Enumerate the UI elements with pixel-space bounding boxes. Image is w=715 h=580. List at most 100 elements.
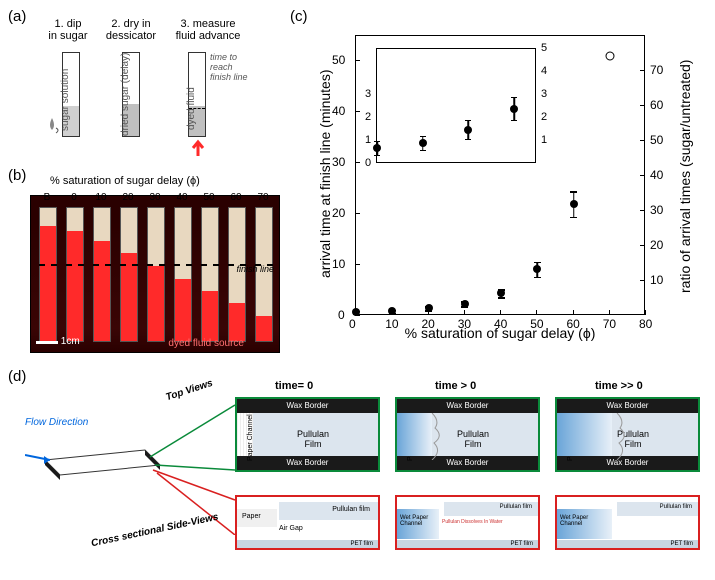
panel-a: 1. dip in sugar 2. dry in dessicator 3. … [20, 18, 255, 158]
finish-line-label: finish line [236, 264, 274, 274]
finish-dash [93, 264, 111, 266]
photo-col-label: 0 [65, 192, 83, 203]
source-label: dyed fluid source [168, 338, 244, 349]
error-cap [498, 297, 505, 299]
finish-dash [66, 264, 84, 266]
dissolves-label: Pullulan Dissolves In Water [442, 519, 503, 525]
y-tick-right: 50 [650, 133, 663, 147]
step1-label: 1. dip in sugar [38, 18, 98, 42]
photo-fill [229, 303, 245, 341]
x-tick: 80 [639, 317, 652, 331]
data-point [570, 200, 578, 208]
wax-top: Wax Border [397, 399, 538, 413]
photo-col-label: 40 [173, 192, 191, 203]
data-point [461, 300, 469, 308]
inset-point [419, 139, 427, 147]
airgap-label: Air Gap [279, 525, 329, 532]
pet-label: PET film [350, 541, 373, 547]
panel-c: arrival time at finish line (minutes) ra… [300, 15, 700, 360]
top-view: Wax BorderWax BorderPaper ChannelPullula… [235, 397, 380, 472]
y-axis-left-label: arrival time at finish line (minutes) [317, 78, 333, 278]
wax-top: Wax Border [237, 399, 378, 413]
inset-point [464, 126, 472, 134]
error-cap [534, 262, 541, 264]
photo-col-label: 70 [254, 192, 272, 203]
y-tick-left: 0 [338, 308, 352, 322]
error-cap [570, 217, 577, 219]
time-label: time >> 0 [595, 380, 643, 392]
finish-dash [39, 264, 57, 266]
dissolve-front [397, 413, 542, 460]
pullulan-side-label: Pullulan film [500, 504, 532, 510]
photo-strip [255, 207, 273, 342]
top-view: Wax BorderWax BorderPaper ChannelPullula… [395, 397, 540, 472]
inset-point [373, 144, 381, 152]
red-arrow-icon [190, 136, 206, 158]
flow-label: Flow Direction [25, 417, 88, 428]
photo-strip [174, 207, 192, 342]
y-tick-left: 40 [332, 104, 352, 118]
y-tick-right: 40 [650, 168, 663, 182]
wax-top: Wax Border [557, 399, 698, 413]
top-view: Wax BorderWax BorderPaper ChannelPullula… [555, 397, 700, 472]
x-tick: 30 [458, 317, 471, 331]
x-tick: 10 [385, 317, 398, 331]
paper-label: Paper [242, 513, 261, 520]
data-point [388, 307, 396, 315]
y-tick-left: 10 [332, 257, 352, 271]
y-tick-right: 60 [650, 98, 663, 112]
pet-label: PET film [510, 541, 533, 547]
y-tick-right: 30 [650, 203, 663, 217]
data-point [425, 304, 433, 312]
scale-bar: 1cm [36, 336, 80, 347]
error-cap [570, 191, 577, 193]
pet-label: PET film [670, 541, 693, 547]
pullulan-side-label: Pullulan film [660, 504, 692, 510]
panel-b-title: % saturation of sugar delay (ϕ) [50, 175, 200, 187]
photo-fill [175, 279, 191, 341]
data-point [605, 52, 614, 61]
photo-strip [39, 207, 57, 342]
finish-dash [201, 264, 219, 266]
finish-dash [120, 264, 138, 266]
y-tick-left: 30 [332, 155, 352, 169]
photo-col-label: 10 [92, 192, 110, 203]
time-label: time= 0 [275, 380, 313, 392]
dissolve-front [557, 413, 702, 460]
y-axis-right-label: ratio of arrival times (sugar/untreated) [677, 63, 693, 293]
x-tick: 40 [494, 317, 507, 331]
side-view: PET film Paper Pullulan film Air Gap [235, 495, 380, 550]
side-view: PET film Wet Paper Channel Pullulan film [555, 495, 700, 550]
wet-paper-label: Wet Paper Channel [560, 515, 588, 527]
photo-col-label: 20 [119, 192, 137, 203]
plot-area: 012312345 [355, 35, 645, 315]
pullulan-label: Pullulan Film [297, 429, 329, 449]
photo-strip [147, 207, 165, 342]
y-tick-right: 70 [650, 63, 663, 77]
photo-fill [256, 316, 272, 341]
photo-col-label: 50 [200, 192, 218, 203]
x-tick: 50 [530, 317, 543, 331]
y-tick-right: 20 [650, 238, 663, 252]
inset-point [510, 105, 518, 113]
time-label: time > 0 [435, 380, 476, 392]
drop-icon [46, 116, 62, 136]
photo-fill [148, 266, 164, 341]
y-tick-right: 10 [650, 273, 663, 287]
data-point [533, 265, 541, 273]
y-tick-left: 50 [332, 53, 352, 67]
pullulan-side-label: Pullulan film [332, 506, 370, 513]
wax-bottom: Wax Border [237, 456, 378, 470]
step2-label: 2. dry in dessicator [100, 18, 162, 42]
photo-strip [120, 207, 138, 342]
photo-col-label: 30 [146, 192, 164, 203]
step3-label: 3. measure fluid advance [168, 18, 248, 42]
panel-b: % saturation of sugar delay (ϕ) finish l… [20, 175, 280, 360]
photo-fill [121, 253, 137, 341]
photo-fill [40, 226, 56, 341]
x-tick: 20 [422, 317, 435, 331]
photo-strip [93, 207, 111, 342]
time-annotation: time to reach finish line [210, 52, 260, 82]
strip2-text: dried sugar (delay) [120, 53, 131, 136]
photo-strip [201, 207, 219, 342]
